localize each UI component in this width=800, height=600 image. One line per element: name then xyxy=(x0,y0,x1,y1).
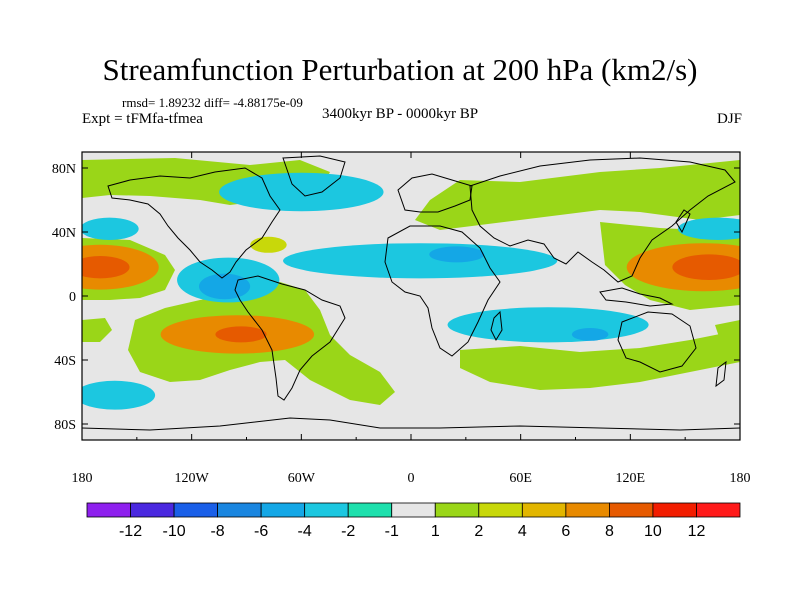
coastline-australia xyxy=(617,311,697,373)
coastline-south-america xyxy=(234,275,346,401)
colorbar-swatch xyxy=(130,502,175,518)
colorbar-swatch xyxy=(696,502,741,518)
contour-band-positive xyxy=(460,332,740,390)
colorbar-swatch xyxy=(347,502,393,518)
contour-blobs xyxy=(82,172,740,410)
chart-title: Streamfunction Perturbation at 200 hPa (… xyxy=(102,52,698,87)
colorbar-label: 4 xyxy=(518,523,527,540)
coastline-greenland xyxy=(282,155,346,197)
x-tick-label: 60E xyxy=(509,471,532,486)
colorbar: -12 -10 -8 -6 -4 -2 -1 1 2 4 6 8 10 12 xyxy=(86,502,741,540)
colorbar-label: 2 xyxy=(474,523,483,540)
colorbar-swatch xyxy=(391,502,436,518)
x-tick-label: 180 xyxy=(730,471,751,486)
colorbar-label: -6 xyxy=(254,523,268,540)
y-tick-label: 40N xyxy=(52,226,76,241)
period-label: 3400kyr BP - 0000kyr BP xyxy=(321,106,479,122)
season-label: DJF xyxy=(716,111,742,127)
contour-blob xyxy=(198,273,251,300)
colorbar-label: 8 xyxy=(605,523,614,540)
x-tick-label: 120W xyxy=(175,471,210,486)
y-tick-label: 80N xyxy=(52,162,76,177)
colorbar-swatch xyxy=(652,502,697,518)
stats-line: rmsd= 1.89232 diff= -4.88175e-09 xyxy=(122,95,303,110)
colorbar-swatch xyxy=(609,502,654,518)
colorbar-label: 6 xyxy=(561,523,570,540)
contour-band-positive xyxy=(415,160,740,230)
y-axis: 80N 40N 0 40S 80S xyxy=(52,162,740,433)
colorbar-swatch xyxy=(304,502,349,518)
colorbar-label: 12 xyxy=(688,523,706,540)
contour-blob xyxy=(571,328,609,341)
contour-band-positive xyxy=(82,318,112,342)
coastline-maritime-continent xyxy=(599,287,674,307)
y-tick-label: 40S xyxy=(54,354,76,369)
contour-blob xyxy=(82,380,156,410)
colorbar-label: 10 xyxy=(644,523,662,540)
contour-blob xyxy=(215,326,267,343)
y-tick-label: 80S xyxy=(54,418,76,433)
x-tick-label: 120E xyxy=(616,471,646,486)
colorbar-label: -12 xyxy=(119,523,142,540)
x-tick-label: 180 xyxy=(72,471,93,486)
colorbar-swatch xyxy=(173,502,218,518)
contour-blob xyxy=(429,246,485,263)
x-tick-label: 60W xyxy=(288,471,316,486)
coastlines xyxy=(82,155,740,431)
contour-blob xyxy=(250,236,287,253)
colorbar-swatch xyxy=(217,502,262,518)
y-tick-label: 0 xyxy=(69,290,76,305)
colorbar-label: -4 xyxy=(298,523,312,540)
x-axis: 180 120W 60W 0 60E 120E 180 xyxy=(72,152,751,486)
coastline-asia xyxy=(469,157,736,283)
coastline-africa xyxy=(384,225,501,357)
colorbar-swatch xyxy=(521,502,567,518)
colorbar-swatch xyxy=(86,502,131,518)
contour-blob xyxy=(82,217,139,240)
coastline-antarctica xyxy=(82,417,740,431)
x-tick-label: 0 xyxy=(408,471,415,486)
colorbar-swatch xyxy=(260,502,306,518)
colorbar-label: -8 xyxy=(210,523,224,540)
colorbar-swatch xyxy=(434,502,480,518)
coastline-europe xyxy=(397,173,473,213)
contour-band-positive xyxy=(715,320,740,342)
contour-blob xyxy=(283,243,558,279)
colorbar-label: -10 xyxy=(163,523,186,540)
contour-blob xyxy=(677,217,740,240)
coastline-japan xyxy=(675,209,691,234)
colorbar-swatch xyxy=(565,502,610,518)
contour-blob xyxy=(82,256,130,279)
colorbar-label: -2 xyxy=(341,523,355,540)
contour-blob xyxy=(672,254,740,280)
colorbar-label: -1 xyxy=(385,523,399,540)
colorbar-swatch xyxy=(478,502,523,518)
coastline-madagascar xyxy=(490,310,503,342)
coastline-new-zealand xyxy=(715,360,727,388)
experiment-label: Expt = tFMfa-tfmea xyxy=(82,111,203,127)
colorbar-label: 1 xyxy=(431,523,440,540)
coastline-north-america xyxy=(107,167,281,279)
